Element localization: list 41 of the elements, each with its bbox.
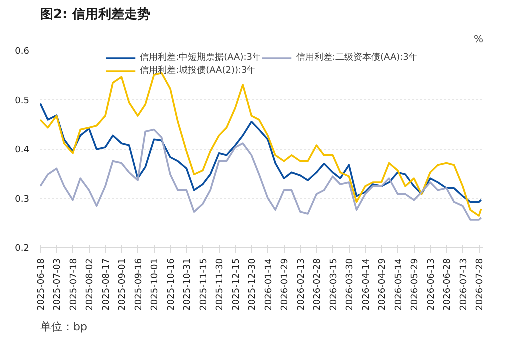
- x-tick-label: 2025-08-17: [102, 258, 112, 311]
- legend-label: 信用利差:二级资本债(AA):3年: [296, 52, 418, 64]
- y-axis-title: %: [474, 34, 484, 46]
- x-tick-label: 2026-05-29: [410, 258, 421, 311]
- x-tick-label: 2026-06-13: [426, 258, 437, 311]
- x-tick-label: 2026-06-28: [443, 258, 454, 311]
- x-tick-label: 2026-07-28: [476, 258, 486, 311]
- x-tick-label: 2025-10-01: [150, 258, 161, 311]
- x-tick-label: 2026-03-15: [329, 258, 340, 311]
- y-tick-label: 0.5: [15, 96, 30, 106]
- x-tick-label: 2025-07-18: [69, 258, 80, 311]
- x-tick-label: 2026-04-29: [378, 258, 388, 311]
- line-series: [40, 102, 482, 204]
- x-tick-label: 2026-02-28: [313, 258, 324, 311]
- x-tick-label: 2025-06-18: [37, 258, 47, 311]
- y-tick-label: 0.6: [15, 47, 30, 57]
- x-tick-label: 2026-07-13: [459, 258, 470, 311]
- line-series: [40, 128, 482, 221]
- y-tick-label: 0.2: [15, 244, 30, 254]
- y-tick-label: 0.4: [15, 146, 30, 156]
- x-tick-label: 2025-12-30: [248, 258, 258, 311]
- x-tick-label: 2025-08-02: [86, 258, 96, 311]
- x-tick-label: 2025-09-16: [134, 258, 144, 311]
- x-tick-label: 2025-11-30: [216, 258, 226, 311]
- x-tick-label: 2025-10-16: [166, 258, 177, 311]
- y-tick-label: 0.3: [15, 194, 30, 205]
- text: 单位：bp: [40, 320, 88, 334]
- chart-title: 图2: 信用利差走势: [40, 6, 150, 22]
- x-tick-label: 2026-01-14: [264, 258, 274, 311]
- x-tick-label: 2026-03-30: [346, 258, 356, 311]
- legend-label: 信用利差:中短期票据(AA):3年: [140, 52, 262, 64]
- x-tick-label: 2026-05-14: [394, 258, 404, 311]
- x-tick-label: 2026-01-29: [280, 258, 291, 311]
- x-tick-label: 2025-07-03: [53, 258, 64, 311]
- legend-label: 信用利差:城投债(AA(2)):3年: [140, 64, 256, 77]
- x-tick-label: 2025-12-15: [232, 258, 242, 311]
- x-tick-label: 2025-10-31: [183, 258, 194, 311]
- x-tick-label: 2025-09-01: [118, 258, 128, 311]
- x-tick-label: 2026-04-14: [362, 258, 372, 311]
- x-tick-label: 2025-11-15: [199, 258, 210, 311]
- x-tick-label: 2026-02-13: [296, 258, 307, 311]
